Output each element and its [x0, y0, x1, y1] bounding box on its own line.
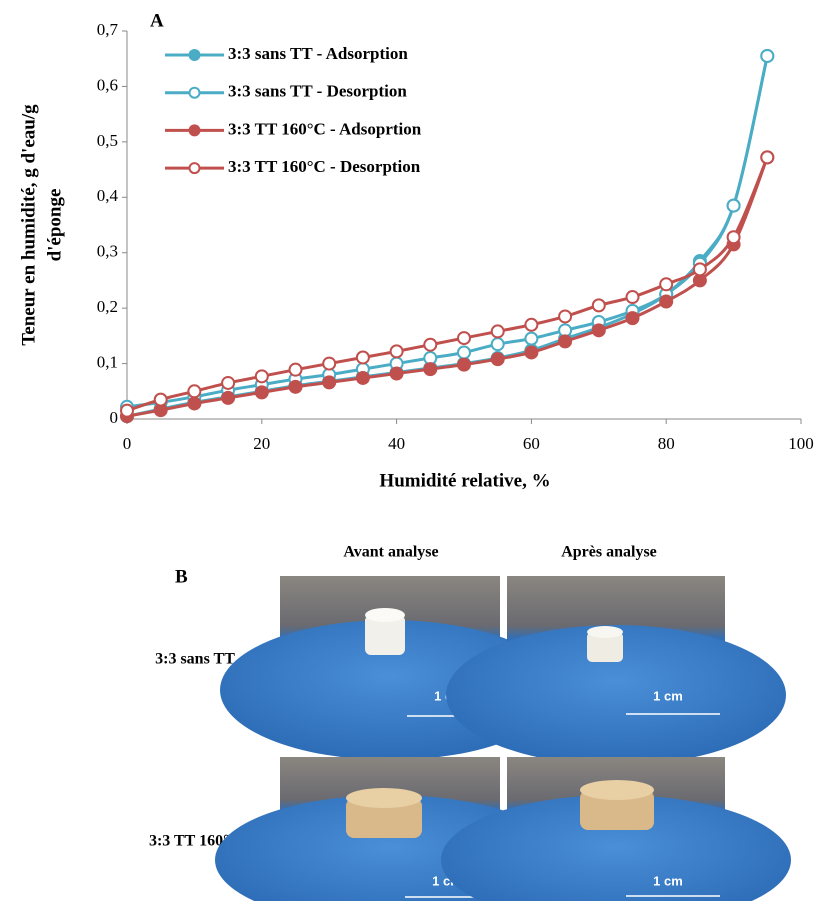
- marker: [524, 331, 539, 346]
- marker: [221, 375, 236, 390]
- scale-label: 1 cm: [653, 873, 683, 888]
- marker: [389, 366, 404, 381]
- y-axis-label: Teneur en humidité, g d'eau/g: [18, 104, 39, 346]
- panel-label: B: [175, 566, 188, 587]
- marker: [221, 390, 236, 405]
- marker: [490, 324, 505, 339]
- y-tick-label: 0: [110, 408, 119, 427]
- marker: [153, 392, 168, 407]
- photo: 1 cm: [441, 757, 791, 901]
- marker: [726, 198, 741, 213]
- marker: [355, 370, 370, 385]
- marker: [524, 317, 539, 332]
- marker: [457, 357, 471, 372]
- x-axis-label: Humidité relative, %: [379, 470, 550, 491]
- marker: [322, 356, 337, 371]
- legend-label: 3:3 sans TT - Desorption: [228, 82, 407, 101]
- marker: [120, 403, 134, 418]
- marker: [322, 375, 337, 390]
- x-tick-label: 80: [658, 434, 675, 453]
- marker: [625, 311, 640, 326]
- row-label: 3:3 sans TT: [155, 651, 235, 668]
- line: [126, 55, 769, 409]
- marker: [288, 362, 303, 377]
- legend-label: 3:3 sans TT - Adsorption: [228, 44, 408, 63]
- marker: [490, 337, 505, 352]
- marker: [659, 277, 674, 292]
- marker: [254, 369, 269, 384]
- y-tick-label: 0,1: [97, 352, 118, 371]
- marker: [558, 334, 573, 349]
- photo: 1 cm: [446, 576, 786, 765]
- marker: [355, 350, 370, 365]
- marker: [457, 345, 471, 360]
- row-label: 3:3 TT 160°C: [149, 833, 241, 850]
- legend-marker: [188, 124, 201, 137]
- marker: [726, 230, 741, 245]
- y-tick-label: 0,4: [97, 186, 119, 205]
- y-tick-label: 0,5: [97, 131, 118, 150]
- marker: [625, 290, 640, 305]
- legend-label: 3:3 TT 160°C - Desorption: [228, 157, 421, 176]
- column-header: Avant analyse: [343, 544, 438, 561]
- scale-label: 1 cm: [653, 688, 683, 703]
- marker: [288, 379, 303, 394]
- marker: [591, 323, 606, 338]
- x-tick-label: 20: [253, 434, 270, 453]
- marker: [187, 384, 202, 399]
- x-tick-label: 40: [388, 434, 405, 453]
- y-tick-label: 0,7: [97, 20, 119, 39]
- line: [126, 55, 769, 418]
- y-tick-label: 0,3: [97, 242, 118, 261]
- x-tick-label: 100: [788, 434, 814, 453]
- panel-label: A: [150, 10, 164, 31]
- legend-marker: [188, 49, 201, 61]
- y-axis-label: d'éponge: [44, 189, 65, 262]
- series: [120, 150, 775, 418]
- legend-marker: [188, 86, 201, 99]
- marker: [490, 352, 505, 367]
- marker: [254, 385, 269, 400]
- y-tick-label: 0,2: [97, 297, 118, 316]
- legend-marker: [188, 162, 201, 175]
- marker: [760, 48, 775, 63]
- series: [120, 48, 775, 414]
- y-tick-label: 0,6: [97, 75, 118, 94]
- marker: [457, 331, 471, 346]
- marker: [591, 298, 606, 313]
- marker: [659, 294, 674, 309]
- marker: [558, 309, 573, 324]
- column-header: Après analyse: [561, 544, 657, 561]
- marker: [187, 396, 202, 411]
- marker: [423, 337, 438, 352]
- marker: [423, 362, 438, 377]
- x-tick-label: 0: [123, 434, 132, 453]
- legend-label: 3:3 TT 160°C - Adsoprtion: [228, 119, 422, 138]
- x-tick-label: 60: [523, 434, 540, 453]
- marker: [692, 262, 707, 277]
- marker: [389, 344, 404, 359]
- marker: [760, 150, 775, 165]
- marker: [524, 345, 539, 360]
